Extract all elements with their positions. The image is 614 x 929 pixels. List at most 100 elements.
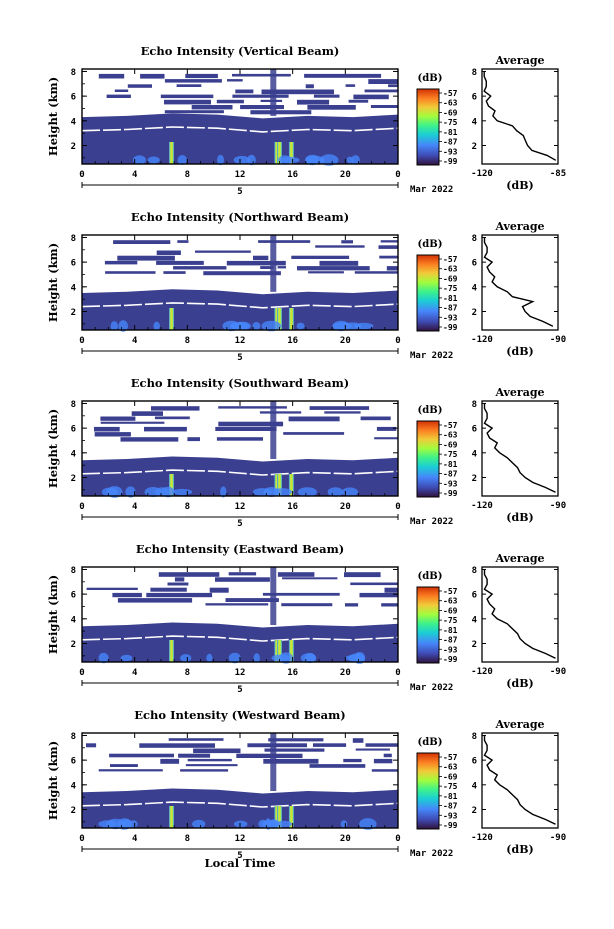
- echo-strip: [381, 603, 398, 607]
- low-echo: [274, 820, 293, 828]
- echo-gap: [81, 635, 399, 642]
- rain-streak: [288, 142, 294, 164]
- echo-strip: [277, 266, 286, 269]
- date-label: 5: [237, 187, 242, 197]
- echo-strip: [355, 748, 390, 751]
- low-echo: [172, 488, 193, 496]
- low-echo: [351, 155, 360, 165]
- echo-strip: [359, 592, 398, 598]
- y-tick-label: 4: [71, 283, 77, 293]
- echo-strip: [151, 406, 200, 411]
- y-tick-label: 2: [71, 806, 76, 816]
- average-profile: Average 2 4 6 8 -120 -90 (dB): [471, 386, 566, 524]
- profile-y-tick-label: 2: [472, 474, 477, 484]
- low-echo: [297, 487, 317, 497]
- x-tick-label: 0: [79, 502, 84, 512]
- colorbar-tick-label: -63: [443, 99, 458, 108]
- rain-streak: [277, 806, 282, 828]
- echo-strip: [313, 743, 347, 747]
- echo-strip: [195, 250, 251, 253]
- echo-strip: [203, 271, 281, 276]
- panel-1: Echo Intensity (Vertical Beam) 2 4 6 8 Height…: [46, 44, 566, 197]
- echo-strip: [120, 437, 179, 442]
- echo-strip: [216, 437, 263, 441]
- panel-5: Echo Intensity (Westward Beam) 2 4 6 8 Height…: [46, 708, 566, 870]
- heatmap: [81, 733, 399, 830]
- echo-strip: [146, 592, 213, 598]
- date-label: 5: [237, 685, 242, 695]
- low-echo: [296, 322, 305, 330]
- profile-x-tick-label: -85: [550, 169, 566, 179]
- echo-strip: [178, 753, 211, 758]
- echo-strip: [144, 426, 187, 432]
- heatmap: [81, 69, 399, 166]
- panel-title: Echo Intensity (Southward Beam): [131, 376, 349, 390]
- echo-strip: [373, 758, 393, 764]
- panel-3: Echo Intensity (Southward Beam) 2 4 6 8 Heigh…: [46, 376, 566, 529]
- month-label: Mar 2022: [410, 185, 453, 195]
- x-tick-label: 0: [395, 668, 400, 678]
- cloud-layer: [82, 622, 398, 662]
- y-tick-label: 4: [71, 449, 77, 459]
- colorbar-tick-label: -93: [443, 811, 458, 820]
- echo-strip: [164, 99, 211, 105]
- echo-strip: [187, 758, 232, 762]
- echo-strip: [250, 110, 312, 115]
- echo-strip: [352, 738, 364, 743]
- panel-title: Echo Intensity (Eastward Beam): [136, 542, 344, 556]
- profile-y-tick-label: 2: [472, 308, 477, 318]
- colorbar-tick-label: -81: [443, 294, 458, 303]
- echo-strip: [232, 94, 289, 98]
- echo-strip: [345, 84, 356, 87]
- low-echo: [235, 321, 251, 331]
- echo-strip: [386, 266, 398, 271]
- echo-strip: [168, 738, 224, 741]
- rain-streak: [288, 474, 294, 496]
- colorbar-tick-label: -63: [443, 597, 458, 606]
- y-tick-label: 6: [71, 259, 76, 269]
- colorbar: [416, 586, 440, 664]
- x-tick-label: 4: [132, 834, 138, 844]
- x-tick-label: 8: [185, 336, 190, 346]
- echo-strip: [164, 79, 222, 83]
- echo-strip: [253, 255, 269, 261]
- y-tick-label: 8: [71, 566, 76, 576]
- echo-gap: [81, 302, 399, 309]
- colorbar-tick-label: -75: [443, 450, 458, 459]
- profile-y-tick-label: 8: [472, 732, 477, 742]
- y-tick-label: 6: [71, 757, 76, 767]
- y-axis-label: Height (km): [46, 741, 60, 820]
- profile-x-tick-label: -120: [471, 335, 493, 345]
- month-label: Mar 2022: [410, 849, 453, 859]
- profile-x-tick-label: -120: [471, 833, 493, 843]
- colorbar-tick-label: -81: [443, 460, 458, 469]
- y-tick-label: 2: [71, 308, 76, 318]
- x-tick-label: 0: [79, 668, 84, 678]
- x-tick-label: 8: [185, 668, 190, 678]
- profile-x-tick-label: -90: [550, 501, 566, 511]
- echo-strip: [205, 603, 269, 606]
- echo-strip: [388, 84, 398, 88]
- y-tick-label: 2: [71, 640, 76, 650]
- colorbar-tick-label: -69: [443, 440, 458, 449]
- echo-strip: [236, 753, 303, 758]
- colorbar: [416, 88, 440, 166]
- colorbar-tick-label: -93: [443, 313, 458, 322]
- echo-strip: [258, 240, 311, 243]
- echo-strip: [309, 406, 370, 410]
- profile-y-tick-label: 6: [472, 757, 477, 767]
- echo-strip: [105, 271, 156, 274]
- x-tick-label: 20: [340, 502, 351, 512]
- profile-frame: [481, 732, 559, 829]
- low-echo: [341, 487, 359, 497]
- echo-strip: [117, 255, 175, 261]
- colorbar: [416, 752, 440, 830]
- profile-y-tick-label: 4: [472, 449, 478, 459]
- profile-y-tick-label: 6: [472, 425, 477, 435]
- y-tick-label: 8: [71, 68, 76, 78]
- echo-strip: [376, 426, 397, 431]
- colorbar-unit: (dB): [418, 73, 443, 84]
- low-echo: [177, 155, 187, 165]
- x-tick-label: 8: [185, 170, 190, 180]
- low-echo: [180, 654, 192, 662]
